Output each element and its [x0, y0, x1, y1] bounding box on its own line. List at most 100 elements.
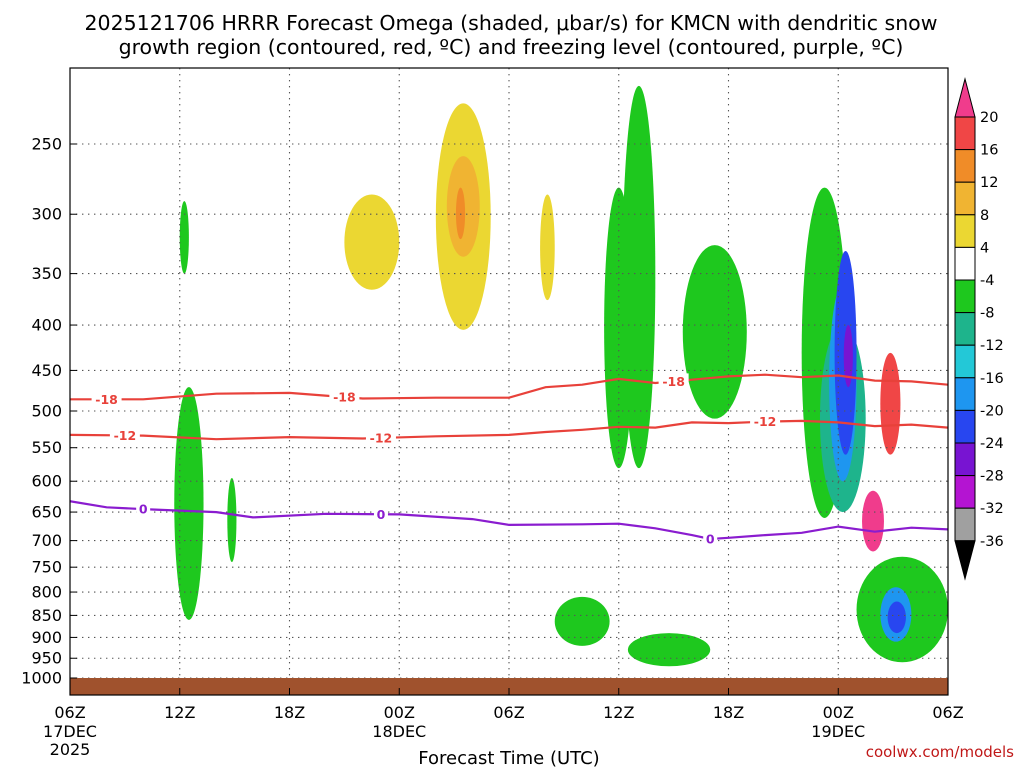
colorbar-swatch-7 [954, 312, 976, 346]
y-tick-label-450: 450 [31, 361, 62, 380]
colorbar-tick-11: -28 [980, 469, 1004, 485]
y-tick-label-750: 750 [31, 558, 62, 577]
freezing-level-0-label-2: 0 [706, 531, 715, 546]
y-tick-label-550: 550 [31, 438, 62, 457]
colorbar-swatch-11 [954, 442, 976, 477]
colorbar-tick-5: -4 [980, 273, 994, 289]
omega-region-15 [843, 325, 853, 388]
omega-region-10 [682, 245, 747, 419]
freezing-level-0-label-bg-1 [373, 506, 388, 522]
omega-region-9 [622, 85, 656, 469]
freezing-level-0-label-bg-2 [703, 530, 718, 546]
colorbar-swatch-4 [954, 214, 976, 248]
omega-region-17 [880, 352, 901, 455]
dgz-minus-12-label-2: -12 [754, 414, 777, 429]
y-tick-label-700: 700 [31, 531, 62, 550]
freezing-level-0-label-1: 0 [377, 507, 386, 522]
x-tick-label-1: 12Z [164, 703, 195, 722]
x-tick-date-3: 18DEC [372, 722, 426, 741]
dgz-minus-12-label-bg-1 [365, 429, 396, 445]
x-tick-label-3: 00Z [384, 703, 415, 722]
colorbar-swatch-1 [954, 116, 976, 151]
colorbar-tick-0: 20 [980, 110, 998, 126]
omega-shading [174, 85, 948, 667]
dgz-minus-18-label-0: -18 [95, 392, 118, 407]
colorbar-swatch-9 [954, 377, 976, 411]
colorbar-tick-3: 8 [980, 208, 989, 224]
colorbar-top-arrow [954, 77, 976, 118]
x-tick-label-4: 06Z [493, 703, 524, 722]
omega-region-5 [179, 201, 189, 274]
y-axis: 250 300 350 400 450 500 550 600 650 700 750 800 850 9… [21, 135, 77, 688]
colorbar-tick-13: -36 [980, 534, 1004, 550]
colorbar-tick-7: -12 [980, 338, 1004, 354]
x-axis-title: Forecast Time (UTC) [418, 748, 599, 768]
x-tick-label-6: 18Z [713, 703, 744, 722]
colorbar-swatch-10 [954, 409, 976, 444]
omega-region-21 [554, 596, 610, 646]
colorbar-swatch-6 [954, 279, 976, 314]
colorbar-tick-1: 16 [980, 143, 998, 159]
y-tick-label-900: 900 [31, 628, 62, 647]
colorbar-tick-8: -16 [980, 371, 1004, 387]
y-tick-label-250: 250 [31, 135, 62, 154]
y-tick-label-650: 650 [31, 503, 62, 522]
colorbar-tick-9: -20 [980, 403, 1004, 419]
dgz-minus-18-label-bg-0 [91, 391, 122, 407]
colorbar-tick-12: -32 [980, 501, 1004, 517]
omega-region-6 [174, 387, 204, 620]
colorbar-swatch-5 [954, 246, 976, 281]
dgz-minus-18-label-bg-2 [658, 373, 689, 389]
omega-region-16 [862, 490, 884, 552]
colorbar-bottom-arrow [954, 540, 976, 581]
dgz-minus-12-label-0: -12 [114, 428, 137, 443]
colorbar-tick-2: 12 [980, 175, 998, 191]
x-tick-label-0: 06Z [54, 703, 85, 722]
dgz-minus-12-label-bg-0 [109, 427, 140, 443]
y-tick-label-350: 350 [31, 264, 62, 283]
x-tick-year-0: 2025 [50, 740, 91, 759]
contours: -18 -18 -18 -12 -12 -12 0 0 0 [70, 373, 948, 546]
x-tick-label-5: 12Z [603, 703, 634, 722]
dgz-minus-18-label-1: -18 [333, 390, 356, 405]
y-tick-label-950: 950 [31, 649, 62, 668]
freezing-level-0-label-0: 0 [139, 502, 148, 517]
omega-region-3 [455, 187, 466, 240]
dgz-minus-18-label-bg-1 [329, 389, 360, 405]
x-tick-label-7: 00Z [823, 703, 854, 722]
dgz-minus-18-line [70, 373, 948, 401]
y-tick-label-500: 500 [31, 402, 62, 421]
y-tick-label-400: 400 [31, 316, 62, 335]
dgz-minus-12-label-1: -12 [370, 430, 393, 445]
colorbar-swatch-13 [954, 507, 976, 542]
colorbar-swatch-3 [954, 181, 976, 216]
dgz-minus-18-label-2: -18 [662, 374, 685, 389]
omega-region-0 [344, 194, 400, 290]
colorbar-swatch-8 [954, 344, 976, 379]
colorbar: 20 16 12 8 4 -4 -8 -12 -16 -20 -24 -28 -32 -36 [954, 77, 1004, 581]
x-tick-label-8: 06Z [932, 703, 963, 722]
chart-title-line-1: 2025121706 HRRR Forecast Omega (shaded, … [85, 11, 938, 35]
omega-region-7 [227, 478, 237, 563]
colorbar-swatch-2 [954, 149, 976, 183]
freezing-level-0-label-bg-0 [136, 501, 151, 517]
y-tick-label-800: 800 [31, 583, 62, 602]
x-tick-date-0: 17DEC [43, 722, 97, 741]
y-tick-label-300: 300 [31, 205, 62, 224]
colorbar-tick-4: 4 [980, 240, 989, 256]
dgz-minus-12-label-bg-2 [750, 413, 781, 429]
x-tick-label-2: 18Z [274, 703, 305, 722]
site-credit: coolwx.com/models [866, 743, 1014, 761]
grid [70, 68, 948, 695]
omega-region-22 [627, 633, 711, 667]
chart-title-line-2: growth region (contoured, red, ºC) and f… [119, 35, 904, 59]
y-tick-label-1000: 1000 [21, 669, 62, 688]
colorbar-swatch-12 [954, 475, 976, 509]
y-tick-label-600: 600 [31, 472, 62, 491]
dgz-minus-12-line [70, 419, 948, 441]
y-tick-label-850: 850 [31, 606, 62, 625]
omega-region-4 [540, 194, 555, 301]
colorbar-tick-10: -24 [980, 436, 1004, 452]
